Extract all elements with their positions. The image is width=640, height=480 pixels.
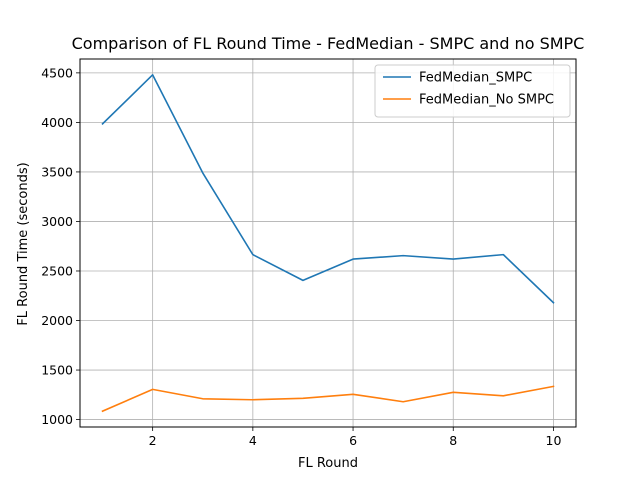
y-tick-label: 2500 — [41, 263, 73, 278]
y-tick-label: 4500 — [41, 65, 73, 80]
series-lines — [101, 74, 555, 413]
y-tick-label: 2000 — [41, 313, 73, 328]
x-tick-label: 4 — [249, 433, 257, 448]
x-tick-label: 2 — [149, 433, 157, 448]
legend-label: FedMedian_SMPC — [419, 71, 532, 86]
x-tick-label: 8 — [449, 433, 457, 448]
series-line-1 — [101, 74, 555, 304]
legend-box — [374, 64, 571, 118]
legend-label: FedMedian_No SMPC — [419, 93, 554, 108]
y-tick-label: 1500 — [41, 363, 73, 378]
y-tick-label: 3500 — [41, 164, 73, 179]
y-axis-label: FL Round Time (seconds) — [16, 162, 31, 325]
x-axis-label: FL Round — [298, 456, 358, 471]
y-tick-label: 4000 — [41, 115, 73, 130]
y-tick-label: 1000 — [41, 412, 73, 427]
axis-ticks: 2 4 6 8 10 1000 1500 2000 2500 3000 3500 4000 4500 — [41, 65, 561, 448]
x-tick-label: 6 — [349, 433, 357, 448]
chart-title: Comparison of FL Round Time - FedMedian … — [72, 34, 585, 53]
y-tick-label: 3000 — [41, 214, 73, 229]
x-tick-label: 10 — [546, 433, 562, 448]
legend: FedMedian_SMPC FedMedian_No SMPC — [374, 64, 571, 118]
series-line-2 — [101, 385, 555, 413]
plot-area-frame — [79, 58, 577, 428]
